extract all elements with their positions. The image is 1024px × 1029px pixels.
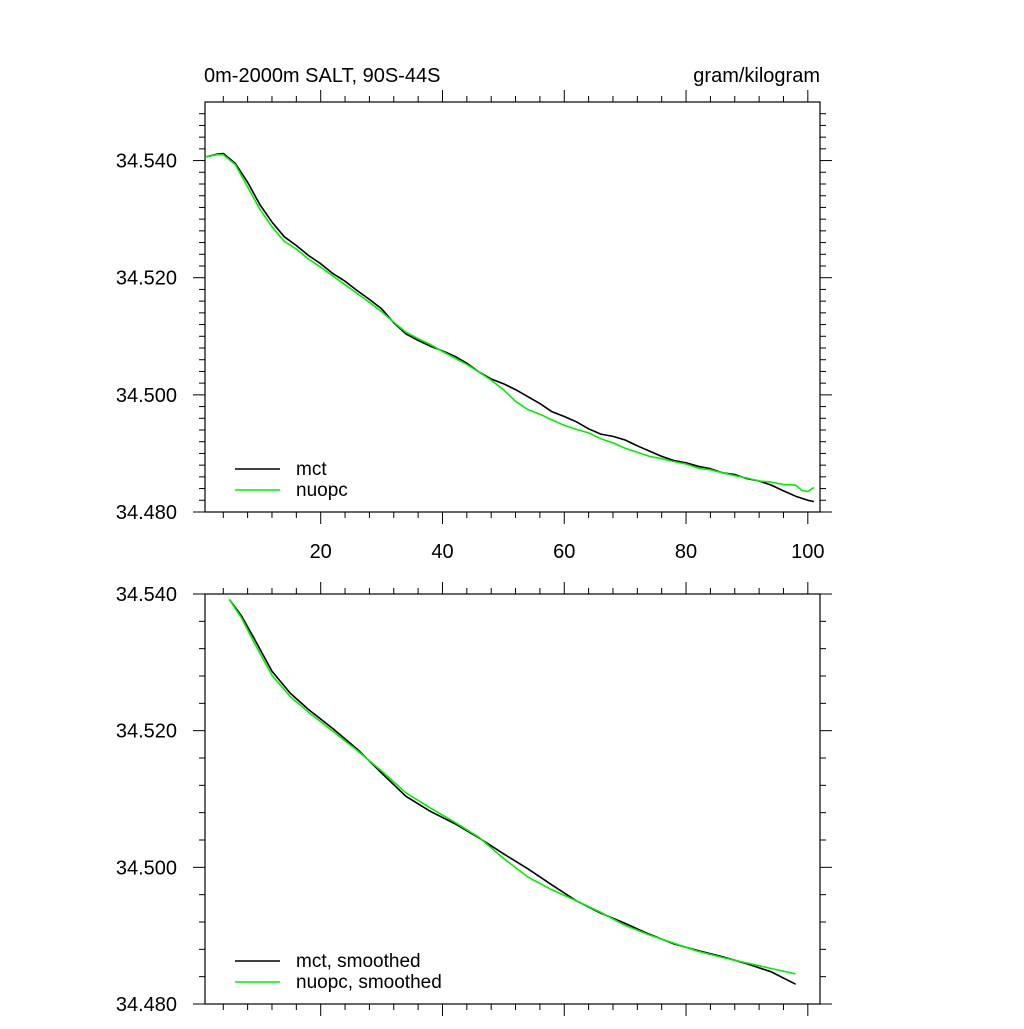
x-tick-label: 20	[310, 541, 332, 563]
y-tick-label: 34.520	[116, 268, 177, 290]
y-tick-label: 34.480	[116, 502, 177, 524]
bottom-y-tick-labels: 34.480 34.500 34.520 34.540	[116, 584, 177, 1016]
chart-title: 0m-2000m SALT, 90S-44S	[204, 65, 440, 87]
x-tick-label: 100	[791, 541, 824, 563]
y-tick-label: 34.500	[116, 385, 177, 407]
top-series-lines	[204, 152, 815, 503]
series-line-nuopc-smoothed	[228, 599, 796, 975]
top-axis-ticks	[193, 90, 832, 524]
bottom-panel: 34.480 34.500 34.520 34.540 mct, smoothednu…	[116, 582, 832, 1016]
bottom-series-lines	[228, 599, 796, 985]
bottom-axis-ticks	[193, 582, 832, 1016]
legend-label: mct	[296, 459, 327, 480]
y-tick-label: 34.480	[116, 994, 177, 1016]
x-tick-label: 40	[431, 541, 453, 563]
legend-label: nuopc	[296, 480, 348, 501]
top-plot-frame	[204, 101, 821, 513]
top-x-tick-labels: 20 40 60 80 100	[310, 541, 825, 563]
top-y-tick-labels: 34.480 34.500 34.520 34.540	[116, 151, 177, 524]
top-panel: 0m-2000m SALT, 90S-44S gram/kilogram 34.…	[116, 65, 832, 563]
legend-label: nuopc, smoothed	[296, 972, 442, 993]
x-tick-label: 80	[675, 541, 697, 563]
series-line-nuopc	[204, 153, 815, 493]
units-label: gram/kilogram	[693, 65, 820, 87]
y-tick-label: 34.520	[116, 721, 177, 743]
x-tick-label: 60	[553, 541, 575, 563]
y-tick-label: 34.540	[116, 584, 177, 606]
y-tick-label: 34.500	[116, 857, 177, 879]
y-tick-label: 34.540	[116, 151, 177, 173]
bottom-plot-frame	[204, 593, 821, 1005]
legend-label: mct, smoothed	[296, 951, 421, 972]
